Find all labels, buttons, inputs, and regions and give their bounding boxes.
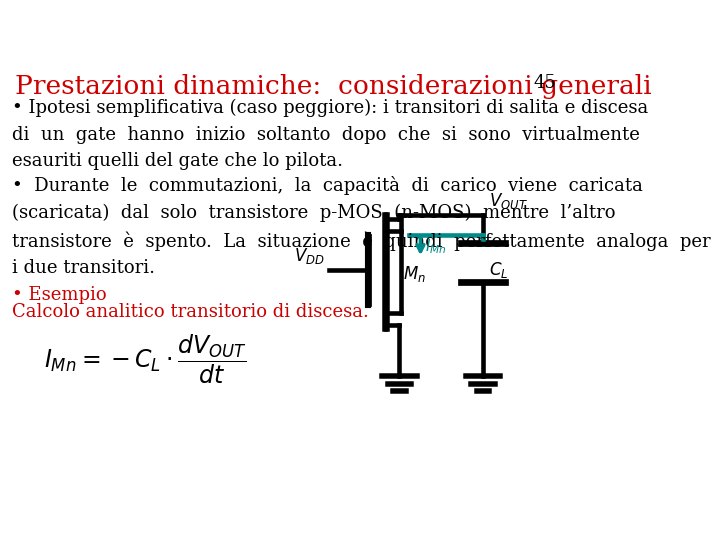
Text: • Esempio: • Esempio [12,286,107,303]
Text: $M_n$: $M_n$ [403,264,426,284]
Text: $V_{DD}$: $V_{DD}$ [294,246,325,266]
Text: $V_{OUT}$: $V_{OUT}$ [490,191,528,211]
Text: Calcolo analitico transitorio di discesa.: Calcolo analitico transitorio di discesa… [12,303,369,321]
Text: $I_{Mn}$: $I_{Mn}$ [426,237,447,256]
Text: • Ipotesi semplificativa (caso peggiore): i transitori di salita e discesa
di  u: • Ipotesi semplificativa (caso peggiore)… [12,99,649,170]
Text: •  Durante  le  commutazioni,  la  capacità  di  carico  viene  caricata
(scaric: • Durante le commutazioni, la capacità d… [12,176,711,277]
Text: 45: 45 [534,74,556,92]
Text: $C_L$: $C_L$ [490,260,509,280]
Text: Prestazioni dinamiche:  considerazioni generali: Prestazioni dinamiche: considerazioni ge… [16,74,652,99]
Text: $I_{Mn} = -C_L \cdot \dfrac{dV_{OUT}}{dt}$: $I_{Mn} = -C_L \cdot \dfrac{dV_{OUT}}{dt… [45,333,248,386]
